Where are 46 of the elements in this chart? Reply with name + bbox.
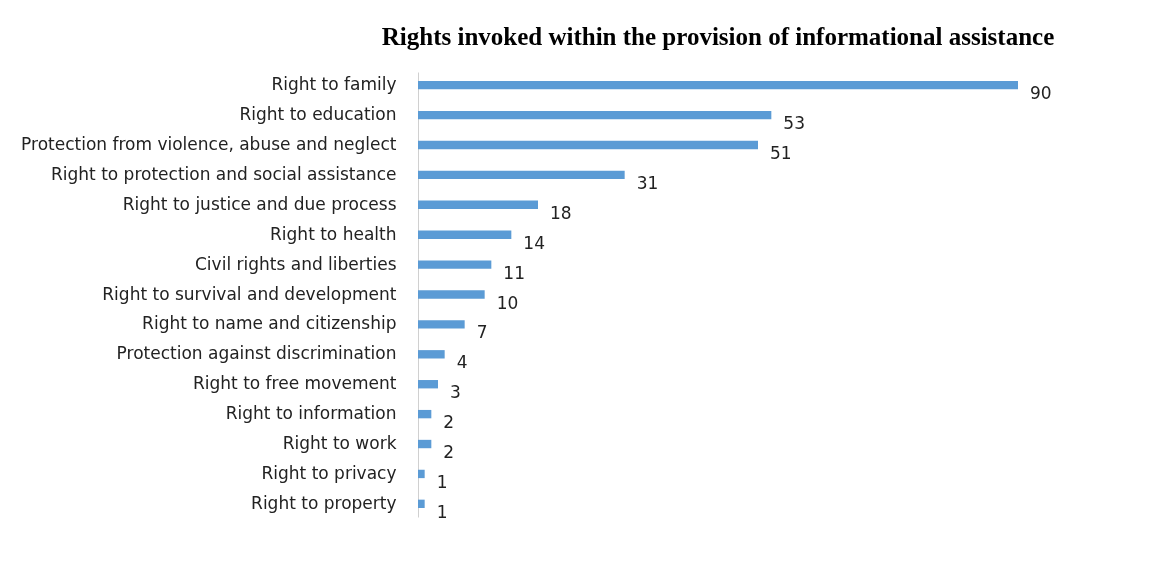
- y-tick-label: Right to free movement: [192, 373, 397, 394]
- data-label: 90: [1030, 83, 1052, 104]
- bar: [418, 80, 1018, 90]
- y-tick-label: Right to work: [282, 433, 397, 454]
- y-tick-label: Civil rights and liberties: [195, 253, 397, 274]
- y-tick-label: Right to information: [225, 403, 397, 424]
- bar: [418, 409, 432, 419]
- bar: [418, 260, 492, 269]
- y-tick-label: Right to family: [271, 74, 397, 95]
- y-tick-label: Right to health: [270, 223, 397, 244]
- bar: [418, 140, 758, 150]
- data-label: 14: [523, 232, 545, 253]
- data-label: 1: [436, 501, 448, 522]
- y-tick-label: Protection against discrimination: [116, 343, 397, 364]
- y-tick-label: Right to privacy: [261, 462, 397, 483]
- y-tick-label: Protection from violence, abuse and neglect: [21, 133, 397, 154]
- data-label: 10: [496, 292, 519, 313]
- data-label: 11: [503, 262, 525, 283]
- data-label: 18: [550, 202, 572, 223]
- data-label: 53: [783, 113, 805, 134]
- bar: [418, 439, 432, 449]
- y-tick-label: Right to protection and social assistance: [50, 163, 397, 184]
- data-label: 4: [456, 352, 468, 373]
- data-label: 2: [443, 412, 455, 433]
- bar: [418, 170, 625, 180]
- y-tick-label: Right to survival and development: [102, 283, 397, 304]
- bar: [418, 380, 438, 389]
- y-tick-label: Right to name and citizenship: [142, 313, 397, 334]
- bar: [418, 200, 538, 209]
- bar: [418, 320, 465, 329]
- bar: [418, 110, 772, 120]
- data-label: 51: [770, 142, 792, 163]
- y-tick-label: Right to education: [239, 104, 397, 125]
- y-tick-label: Right to justice and due process: [122, 193, 397, 214]
- data-label: 2: [443, 442, 455, 463]
- data-label: 31: [636, 172, 659, 193]
- chart-title: Rights invoked within the provision of informational assistance: [381, 23, 1055, 50]
- bar: [418, 499, 425, 509]
- y-tick-label: Right to property: [251, 492, 397, 513]
- data-label: 1: [436, 471, 448, 492]
- bar: [418, 290, 485, 299]
- bar: [418, 350, 445, 359]
- bar: [418, 230, 512, 239]
- data-label: 7: [476, 322, 488, 343]
- bar: [418, 469, 425, 479]
- data-label: 3: [450, 382, 461, 403]
